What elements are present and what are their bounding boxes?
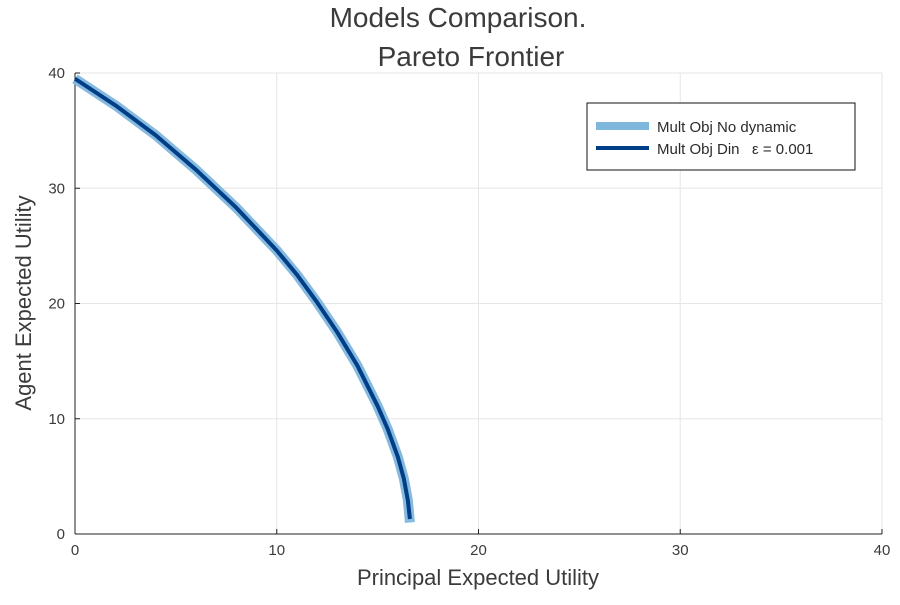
x-tick-label: 30 [672,542,689,559]
series-line-mult-obj-no-dynamic [72,74,415,523]
chart-title-line-1: Models Comparison. [330,2,587,33]
x-tick-label: 10 [268,542,285,559]
legend-label-mult-obj-no-dynamic: Mult Obj No dynamic [657,119,797,136]
x-tick-label: 40 [874,542,891,559]
legend-label-mult-obj-din: Mult Obj Din ε = 0.001 [657,141,813,158]
y-axis-label: Agent Expected Utility [11,195,36,410]
y-tick-label: 40 [48,65,65,82]
legend-box [586,102,856,171]
axes-layer: 0 10 20 30 40 0 10 20 30 40 [48,65,890,559]
series-layer [72,74,415,523]
series-line-mult-obj-din [73,77,412,520]
x-tick-label: 20 [470,542,487,559]
y-tick-label: 20 [48,296,65,313]
legend: Mult Obj No dynamic Mult Obj Din ε = 0.0… [586,102,856,171]
chart-title-line-2: Pareto Frontier [378,41,565,72]
x-tick-label: 0 [71,542,79,559]
x-axis-label: Principal Expected Utility [357,565,599,590]
y-tick-label: 30 [48,180,65,197]
y-tick-label: 0 [57,526,65,543]
y-tick-label: 10 [48,411,65,428]
